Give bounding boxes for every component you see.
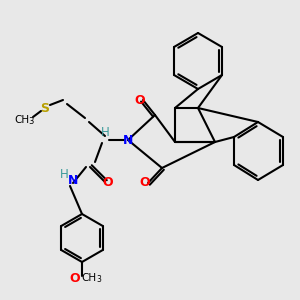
Text: 3: 3 bbox=[97, 275, 101, 284]
Text: H: H bbox=[60, 169, 68, 182]
Text: CH: CH bbox=[81, 273, 97, 283]
Text: S: S bbox=[40, 101, 50, 115]
Text: 3: 3 bbox=[28, 118, 34, 127]
Text: O: O bbox=[70, 272, 80, 284]
Text: H: H bbox=[100, 125, 109, 139]
Text: O: O bbox=[103, 176, 113, 188]
Text: O: O bbox=[140, 176, 150, 190]
Text: O: O bbox=[135, 94, 145, 106]
Text: CH: CH bbox=[14, 115, 30, 125]
Text: N: N bbox=[68, 175, 78, 188]
Text: N: N bbox=[123, 134, 133, 146]
